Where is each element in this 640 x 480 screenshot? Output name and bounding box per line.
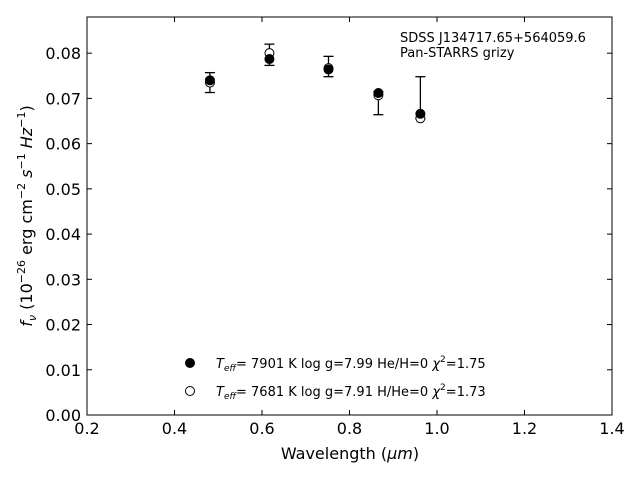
legend-entry-1: Teff= 7901 K log g=7.99 He/H=0 χ2=1.75 (216, 355, 486, 374)
annotation-line-1: SDSS J134717.65+564059.6 (400, 31, 586, 46)
y-tick-label: 0.06 (45, 135, 81, 154)
y-tick-label: 0.04 (45, 225, 81, 244)
model-point-filled (264, 54, 275, 65)
model-point-filled (373, 87, 384, 98)
y-tick-label: 0.03 (45, 270, 81, 289)
legend-entry-2: Teff= 7681 K log g=7.91 H/He=0 χ2=1.73 (216, 383, 486, 402)
y-tick-label: 0.02 (45, 316, 81, 335)
x-tick-label: 0.8 (337, 419, 362, 438)
x-tick-label: 0.4 (162, 419, 187, 438)
model-point-filled (204, 75, 215, 86)
y-tick-label: 0.08 (45, 44, 81, 63)
y-tick-label: 0.07 (45, 89, 81, 108)
y-axis-ticks: 0.00 0.01 0.02 0.03 0.04 0.05 0.06 0.07 0.08 (45, 44, 612, 425)
legend: Teff= 7901 K log g=7.99 He/H=0 χ2=1.75 T… (185, 355, 486, 402)
annotation-line-2: Pan-STARRS grizy (400, 46, 515, 61)
x-tick-label: 1.4 (599, 419, 624, 438)
model-point-filled (323, 64, 334, 75)
x-axis-ticks: 0.2 0.4 0.6 0.8 1.0 1.2 1.4 (74, 17, 625, 438)
y-tick-label: 0.01 (45, 361, 81, 380)
legend-marker-open (185, 386, 195, 396)
plot-area (86, 16, 613, 416)
y-tick-label: 0.00 (45, 406, 81, 425)
x-tick-label: 1.2 (512, 419, 537, 438)
x-axis-label: Wavelength (μm) (281, 444, 419, 463)
x-tick-label: 1.0 (424, 419, 449, 438)
legend-marker-filled (185, 358, 195, 368)
y-tick-label: 0.05 (45, 180, 81, 199)
model-point-filled (415, 108, 426, 119)
x-tick-label: 0.2 (74, 419, 99, 438)
model-filled-points (204, 54, 426, 119)
error-bars (204, 43, 426, 120)
x-tick-label: 0.6 (249, 419, 274, 438)
y-axis-label: fν (10−26 erg cm−2 s−1 Hz−1) (15, 105, 39, 326)
